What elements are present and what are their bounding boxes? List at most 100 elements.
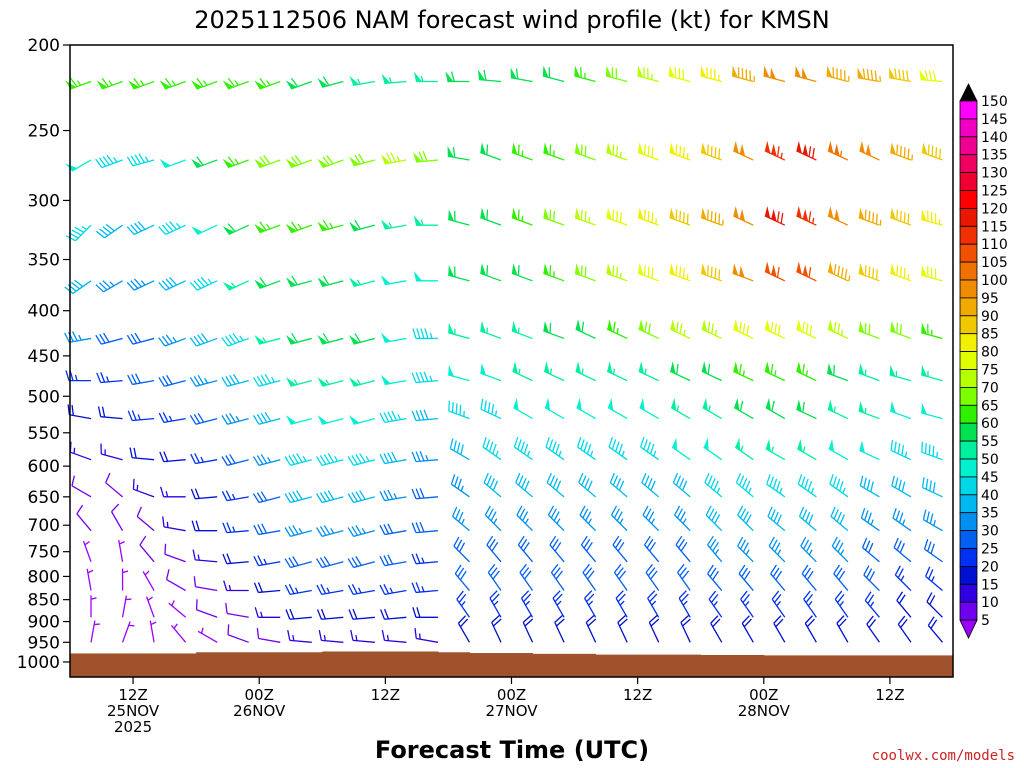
wind-barb [670,397,691,420]
wind-barb [349,377,376,387]
barb-full [486,475,492,486]
barb-staff [708,598,723,618]
barb-staff [926,601,943,618]
barb-full [804,567,812,578]
barb-full [252,493,260,503]
barb-pennant [637,207,644,220]
barb-staff [765,407,786,420]
wind-barb [379,410,407,424]
barb-pennant [381,219,391,229]
barb-staff [740,598,754,618]
wind-barb [411,488,438,500]
terrain-segment [196,652,323,677]
barb-half [771,446,774,453]
wind-barb [605,65,628,83]
barb-full [316,527,323,537]
wind-barb [512,361,533,382]
barb-staff [100,416,123,420]
barb-full [225,455,232,465]
barb-full [618,570,627,580]
wind-barb [921,209,943,226]
barb-staff [584,597,597,618]
barb-pennant [349,75,360,86]
wind-barb [67,404,92,420]
wind-barb [798,506,817,532]
barb-half [234,80,239,86]
barb-full [644,321,648,333]
barb-pennant [732,263,739,276]
barb-full [380,609,386,620]
wind-barb [708,590,723,618]
barb-staff [480,217,502,226]
barb-full [296,453,303,463]
barb-full [907,148,910,160]
terrain-segment [322,651,386,677]
barb-full [923,539,929,550]
barb-staff [121,621,131,643]
barb-full [742,511,749,522]
barb-pennant [739,208,746,222]
barb-staff [927,625,943,643]
terrain-segment [595,654,702,677]
barb-staff [164,159,186,169]
colorbar-swatch [959,422,978,442]
barb-staff [858,410,880,420]
wind-barb [254,155,281,169]
barb-full [771,400,775,412]
barb-full [863,565,870,576]
barb-half [200,456,204,463]
colorbar-label: 120 [981,201,1008,217]
barb-full [131,410,137,421]
barb-full [260,491,268,501]
x-tick-label: 28NOV [738,702,791,720]
barb-full [649,593,658,603]
chart-title: 2025112506 NAM forecast wind profile (kt… [194,6,829,34]
wind-barb [515,472,533,498]
barb-half [203,80,208,86]
barb-pennant [827,362,833,376]
barb-full [348,609,354,620]
barb-half [429,375,433,382]
barb-full [682,212,685,223]
barb-full [222,522,228,533]
credit-link[interactable]: coolwx.com/models [872,748,1015,764]
y-tick-label: 700 [28,516,60,536]
wind-barb [803,590,817,618]
barb-full [491,614,500,623]
barb-staff [228,280,249,291]
barb-staff [638,370,659,382]
barb-staff [764,150,786,161]
barb-half [460,601,466,607]
wind-barb [700,207,724,226]
colorbar-swatch [959,601,978,621]
barb-staff [110,511,124,531]
wind-barb [189,412,218,425]
wind-barb [222,156,249,169]
wind-barb [350,630,375,643]
wind-barb [158,375,186,387]
barb-full [252,415,260,425]
barb-staff [677,572,691,591]
barb-full [712,541,720,552]
barb-full [678,538,685,549]
barb-full [555,480,562,491]
barb-full [891,475,895,486]
barb-staff [734,446,754,461]
barb-full [257,582,263,593]
barb-full [284,527,292,537]
barb-pennant [575,361,582,374]
wind-barb [286,415,312,425]
wind-barb [607,397,628,420]
terrain-segment [763,655,954,677]
barb-staff [121,595,128,618]
barb-full [522,541,530,552]
wind-barb [542,65,565,83]
barb-staff [510,77,533,83]
wind-barb [221,490,249,502]
wind-barb [76,504,92,532]
wind-barb [519,563,534,591]
barb-full [284,493,292,503]
barb-pennant [96,80,108,90]
wind-barb [284,556,312,569]
wind-barb [222,553,249,565]
